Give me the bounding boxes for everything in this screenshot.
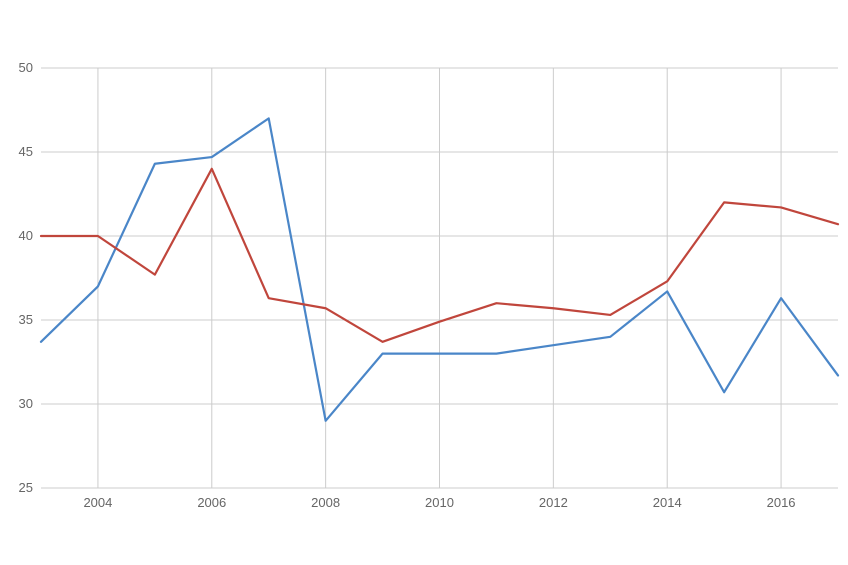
x-tick-label-2014: 2014 [653,495,682,510]
y-tick-label-25: 25 [19,480,33,495]
x-tick-label-2008: 2008 [311,495,340,510]
y-tick-label-35: 35 [19,312,33,327]
y-tick-label-50: 50 [19,60,33,75]
grid-layer [41,67,838,489]
y-tick-label-30: 30 [19,396,33,411]
series-line-2 [39,167,840,343]
x-tick-label-2016: 2016 [767,495,796,510]
x-tick-label-2006: 2006 [197,495,226,510]
series-layer [39,117,840,422]
x-tick-label-2012: 2012 [539,495,568,510]
x-tick-label-2010: 2010 [425,495,454,510]
x-tick-label-2004: 2004 [83,495,112,510]
series-line-1 [39,117,840,422]
y-tick-label-45: 45 [19,144,33,159]
tick-labels: 25 30 35 40 45 50 2004 2006 2008 2010 2012 2014 2016 [19,60,796,510]
y-tick-label-40: 40 [19,228,33,243]
